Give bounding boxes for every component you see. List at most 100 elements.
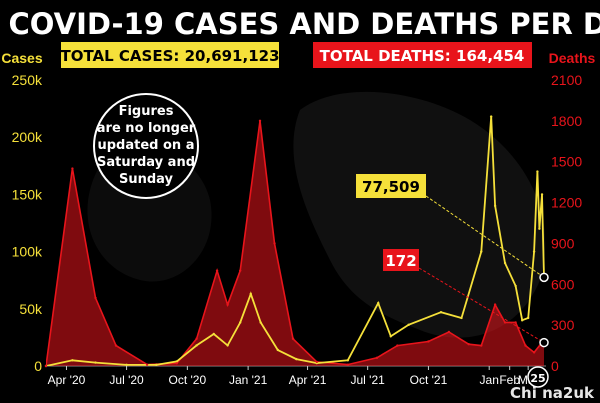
- y-right-tick-label: 1200: [551, 195, 582, 211]
- deaths-point: [94, 296, 97, 300]
- deaths-point: [396, 344, 399, 347]
- y-right-tick-label: 900: [551, 235, 575, 251]
- x-tick-label: Oct '21: [410, 373, 448, 387]
- y-right-tick-label: 0: [551, 358, 559, 374]
- note-line: Saturday and: [97, 155, 195, 170]
- deaths-point: [346, 363, 350, 366]
- deaths-point: [480, 344, 483, 347]
- cases-point: [480, 250, 483, 253]
- total-cases-label: TOTAL CASES: 20,691,123: [60, 47, 279, 65]
- cases-point: [377, 301, 380, 305]
- deaths-point: [503, 321, 507, 324]
- cases-point: [521, 319, 524, 322]
- y-left-tick-label: 250k: [12, 72, 43, 88]
- note-line: Sunday: [119, 172, 174, 187]
- watermark: Chi na2uk: [510, 384, 595, 402]
- y-axis-left: 0 50k 100k 150k 200k 250k: [12, 72, 43, 374]
- deaths-point: [467, 343, 470, 346]
- cases-point: [125, 363, 128, 367]
- deaths-point: [447, 330, 451, 334]
- deaths-point: [514, 321, 517, 324]
- cases-point: [407, 323, 410, 327]
- y-left-tick-label: 100k: [12, 244, 43, 260]
- x-tick-label: Jul '20: [109, 373, 144, 387]
- deaths-point: [238, 269, 242, 272]
- deaths-point: [258, 119, 262, 123]
- note-line: Figures: [119, 104, 174, 119]
- y-left-tick-label: 150k: [12, 186, 43, 202]
- cases-latest-marker: [539, 272, 549, 283]
- deaths-point: [114, 344, 118, 347]
- y-right-tick-label: 300: [551, 317, 575, 333]
- note-text: Figures are no longer updated on a Saturday…: [97, 104, 196, 187]
- cases-point: [212, 332, 215, 336]
- deaths-callout-box: [383, 249, 419, 271]
- cases-point: [346, 359, 350, 362]
- total-deaths-banner: [313, 42, 532, 68]
- cases-point: [439, 311, 443, 314]
- deaths-point: [532, 351, 536, 354]
- deaths-callout-leader: [418, 267, 545, 344]
- cases-point: [195, 344, 198, 347]
- cases-point: [538, 227, 541, 230]
- cases-point: [493, 204, 497, 208]
- x-tick-label: Jul '21: [351, 373, 386, 387]
- y-right-tick-label: 2100: [551, 72, 582, 88]
- x-tick-label: Apr '21: [289, 373, 327, 387]
- cases-callout-label: 77,509: [362, 178, 420, 196]
- deaths-point: [427, 340, 430, 343]
- x-tick-label: Oct '20: [169, 373, 207, 387]
- y-left-tick-label: 0: [34, 358, 42, 374]
- x-axis: Apr '20 Jul '20 Oct '20 Jan '21 Apr '21 Jul '…: [48, 366, 539, 387]
- deaths-point: [71, 167, 74, 170]
- x-tick-label: Apr '20: [48, 373, 86, 387]
- cases-callout-leader: [425, 195, 545, 278]
- cases-point: [514, 284, 517, 288]
- cases-point: [460, 316, 463, 320]
- deaths-point: [215, 269, 219, 272]
- cases-point: [536, 170, 539, 173]
- deaths-point: [375, 356, 379, 360]
- y-left-tick-label: 50k: [19, 301, 43, 317]
- deaths-point: [145, 363, 149, 366]
- deaths-point: [226, 303, 229, 306]
- chart-title: UK COVID-19 CASES AND DEATHS PER DAY: [0, 7, 600, 41]
- date-badge-label: 25: [530, 372, 545, 385]
- cases-point: [71, 359, 74, 362]
- x-tick-label: Jan '21: [229, 373, 268, 387]
- y-axis-left-title: Cases: [1, 50, 42, 66]
- deaths-point: [524, 344, 527, 347]
- deaths-point: [315, 360, 319, 364]
- y-right-tick-label: 600: [551, 276, 575, 292]
- map-silhouette: [293, 91, 546, 338]
- cases-point: [503, 261, 507, 265]
- deaths-point: [195, 337, 198, 340]
- cases-point: [259, 321, 262, 324]
- cases-point: [295, 357, 298, 361]
- note-line: updated on a: [98, 138, 195, 153]
- total-cases-banner: [61, 42, 279, 68]
- x-tick-label: Feb: [499, 373, 520, 387]
- data-points: [44, 115, 546, 368]
- cases-point: [276, 348, 280, 352]
- cases-point: [489, 115, 493, 118]
- cases-point: [238, 321, 242, 324]
- cases-point: [532, 250, 536, 253]
- deaths-point: [273, 242, 276, 245]
- deaths-callout-label: 172: [385, 252, 416, 270]
- cases-point: [226, 344, 229, 347]
- deaths-area: [46, 120, 544, 366]
- date-badge: [527, 366, 549, 388]
- y-left-tick-label: 200k: [12, 129, 43, 145]
- cases-point: [249, 292, 252, 296]
- cases-point: [540, 193, 544, 196]
- deaths-point: [175, 362, 178, 365]
- note-line: are no longer: [97, 121, 196, 136]
- deaths-point: [44, 364, 48, 368]
- y-right-tick-label: 1500: [551, 154, 582, 170]
- y-right-tick-label: 1800: [551, 113, 582, 129]
- total-deaths-label: TOTAL DEATHS: 164,454: [320, 47, 525, 65]
- x-tick-label: Jan: [480, 373, 499, 387]
- cases-point: [155, 363, 158, 367]
